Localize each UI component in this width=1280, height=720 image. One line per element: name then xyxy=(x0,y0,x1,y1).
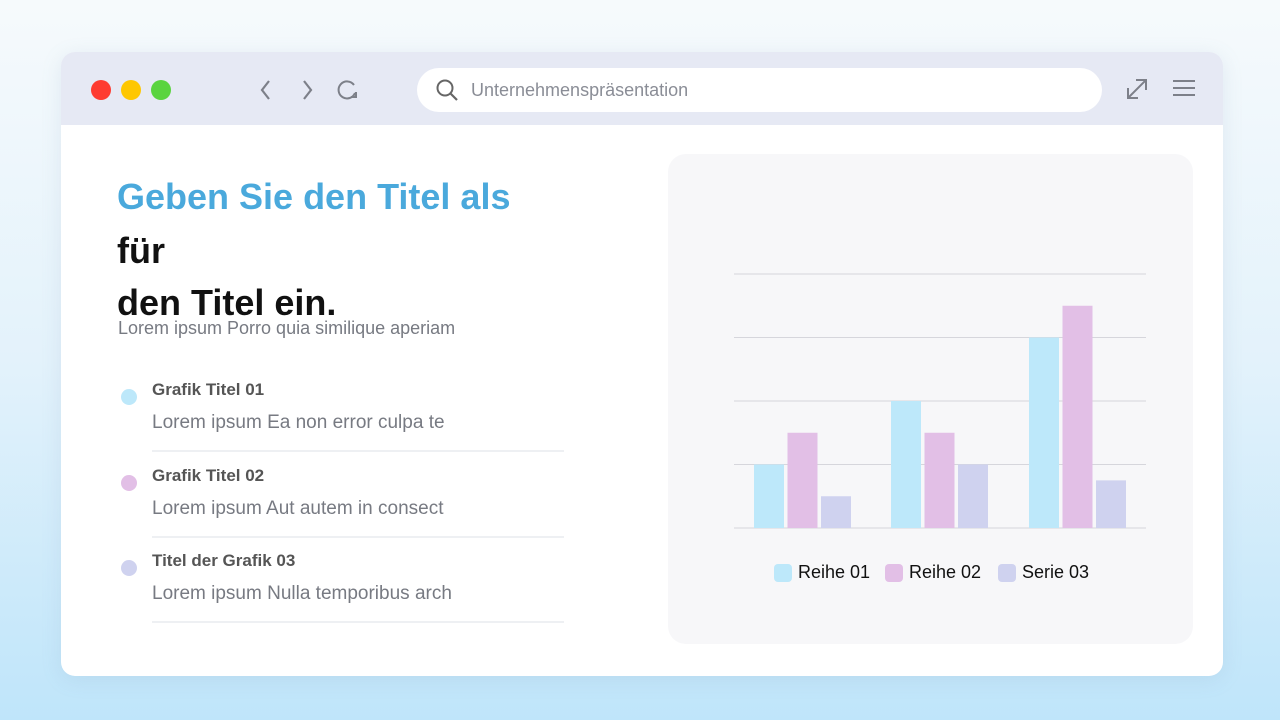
legend-swatch xyxy=(998,564,1016,582)
item-desc: Lorem ipsum Ea non error culpa te xyxy=(152,412,445,433)
address-text: Unternehmenspräsentation xyxy=(471,79,689,100)
bar-2-2 xyxy=(924,432,955,528)
bar-3-2 xyxy=(958,464,988,528)
bar-1-1 xyxy=(754,464,784,528)
bar-2-3 xyxy=(1062,305,1093,528)
bar-2-1 xyxy=(787,432,818,528)
item-title: Grafik Titel 02 xyxy=(152,466,265,485)
reload-button[interactable] xyxy=(334,76,362,104)
browser-toolbar: Unternehmenspräsentation xyxy=(61,52,1223,125)
item-desc: Lorem ipsum Aut autem in consect xyxy=(152,498,444,519)
minimize-button[interactable] xyxy=(121,80,141,100)
forward-button[interactable] xyxy=(293,76,321,104)
menu-icon xyxy=(1173,80,1195,96)
reload-icon xyxy=(337,80,357,100)
chart-panel: Reihe 01 Reihe 02 Serie 03 xyxy=(668,154,1193,644)
legend-label: Serie 03 xyxy=(1022,562,1089,582)
item-desc: Lorem ipsum Nulla temporibus arch xyxy=(152,583,452,604)
divider xyxy=(152,450,564,452)
title-line-2: für xyxy=(117,230,165,271)
expand-icon xyxy=(1127,79,1147,99)
legend-swatch xyxy=(774,564,792,582)
title-line-3: den Titel ein. xyxy=(117,282,337,323)
legend-label: Reihe 02 xyxy=(909,562,981,582)
item-title: Titel der Grafik 03 xyxy=(152,551,296,570)
legend-label: Reihe 01 xyxy=(798,562,870,582)
bar-1-3 xyxy=(1029,337,1059,528)
bullet-icon xyxy=(121,475,137,491)
browser-window: Unternehmenspräsentation Geben Sie den T… xyxy=(61,52,1223,676)
bullet-icon xyxy=(121,560,137,576)
bar-3-3 xyxy=(1096,480,1126,528)
divider xyxy=(152,536,564,538)
title-line-1: Geben Sie den Titel als xyxy=(117,176,511,217)
subtitle: Lorem ipsum Porro quia similique aperiam xyxy=(118,318,456,338)
chevron-left-icon xyxy=(260,80,270,100)
page-title: Geben Sie den Titel als für den Titel ei… xyxy=(117,170,510,330)
bullet-icon xyxy=(121,389,137,405)
divider xyxy=(152,621,564,623)
maximize-button[interactable] xyxy=(151,80,171,100)
menu-button[interactable] xyxy=(1170,74,1198,102)
bar-3-1 xyxy=(821,496,851,528)
chevron-right-icon xyxy=(303,80,313,100)
back-button[interactable] xyxy=(252,76,280,104)
bar-chart: Reihe 01 Reihe 02 Serie 03 xyxy=(734,273,1146,582)
address-bar[interactable]: Unternehmenspräsentation xyxy=(417,68,1102,112)
expand-button[interactable] xyxy=(1123,75,1151,103)
bar-1-2 xyxy=(891,401,921,528)
search-icon xyxy=(436,79,458,101)
close-button[interactable] xyxy=(91,80,111,100)
legend-swatch xyxy=(885,564,903,582)
item-title: Grafik Titel 01 xyxy=(152,380,265,399)
